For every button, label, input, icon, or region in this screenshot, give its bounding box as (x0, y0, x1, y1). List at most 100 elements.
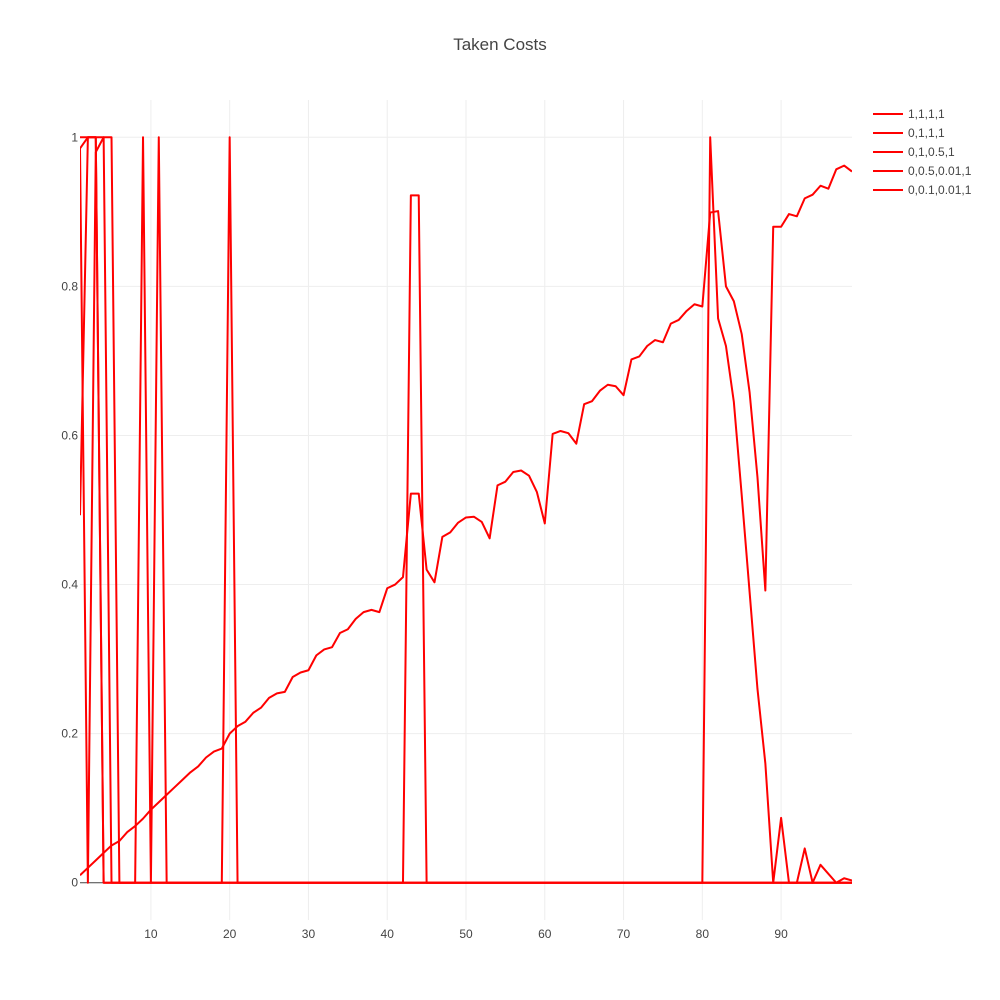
data-point (142, 882, 144, 884)
legend-item[interactable]: 0,1,0.5,1 (873, 145, 955, 159)
data-point (370, 882, 372, 884)
data-point (583, 882, 585, 884)
data-point (788, 213, 790, 215)
data-point (741, 494, 743, 496)
data-point (520, 469, 522, 471)
data-point (228, 732, 230, 734)
data-point (433, 581, 435, 583)
data-point (228, 136, 230, 138)
data-point (276, 692, 278, 694)
data-point (670, 882, 672, 884)
data-point (677, 319, 679, 321)
data-point (756, 688, 758, 690)
data-point (87, 882, 89, 884)
data-point (741, 333, 743, 335)
data-point (756, 882, 758, 884)
data-point (796, 882, 798, 884)
data-point (205, 756, 207, 758)
data-point (355, 882, 357, 884)
data-point (764, 882, 766, 884)
data-point (748, 391, 750, 393)
data-point (638, 355, 640, 357)
data-point (843, 877, 845, 879)
data-point (567, 882, 569, 884)
data-point (473, 882, 475, 884)
data-point (780, 882, 782, 884)
data-point (457, 882, 459, 884)
data-point (835, 168, 837, 170)
data-point (102, 882, 104, 884)
data-point (465, 516, 467, 518)
data-point (150, 882, 152, 884)
data-point (646, 882, 648, 884)
data-point (804, 847, 806, 849)
data-point (473, 516, 475, 518)
data-point (315, 654, 317, 656)
data-point (95, 136, 97, 138)
data-point (441, 536, 443, 538)
data-point (449, 531, 451, 533)
data-point (575, 882, 577, 884)
y-tick-label: 0.2 (61, 727, 78, 741)
data-point (725, 285, 727, 287)
data-point (701, 882, 703, 884)
data-point (323, 648, 325, 650)
data-point (717, 882, 719, 884)
data-point (551, 882, 553, 884)
series-line (80, 136, 852, 884)
data-point (796, 215, 798, 217)
data-point (496, 882, 498, 884)
data-point (741, 882, 743, 884)
data-point (181, 882, 183, 884)
chart-title: Taken Costs (453, 35, 547, 54)
data-point (347, 628, 349, 630)
data-point (291, 882, 293, 884)
y-tick-label: 0.8 (61, 279, 78, 293)
legend-item[interactable]: 0,1,1,1 (873, 126, 945, 140)
data-point (197, 882, 199, 884)
data-point (402, 882, 404, 884)
data-point (630, 358, 632, 360)
data-point (622, 882, 624, 884)
data-point (685, 310, 687, 312)
data-point (819, 864, 821, 866)
legend-label: 1,1,1,1 (908, 107, 945, 121)
data-point (418, 882, 420, 884)
legend-label: 0,1,1,1 (908, 126, 945, 140)
data-point (457, 521, 459, 523)
series-5 (80, 136, 852, 884)
data-point (244, 882, 246, 884)
data-point (418, 492, 420, 494)
data-point (102, 136, 104, 138)
legend-item[interactable]: 1,1,1,1 (873, 107, 945, 121)
data-point (441, 882, 443, 884)
data-point (252, 882, 254, 884)
data-point (583, 403, 585, 405)
legend-label: 0,1,0.5,1 (908, 145, 955, 159)
data-point (536, 882, 538, 884)
legend-item[interactable]: 0,0.5,0.01,1 (873, 164, 972, 178)
data-point (536, 491, 538, 493)
x-tick-label: 10 (144, 927, 158, 941)
data-point (418, 194, 420, 196)
data-point (504, 480, 506, 482)
legend-item[interactable]: 0,0.1,0.01,1 (873, 183, 972, 197)
data-point (386, 587, 388, 589)
data-point (520, 882, 522, 884)
data-point (481, 521, 483, 523)
y-tick-label: 1 (71, 130, 78, 144)
data-point (410, 882, 412, 884)
data-point (331, 882, 333, 884)
data-point (559, 882, 561, 884)
x-tick-label: 40 (381, 927, 395, 941)
data-point (512, 882, 514, 884)
data-point (670, 322, 672, 324)
data-point (607, 384, 609, 386)
legend[interactable]: 1,1,1,1 0,1,1,1 0,1,0.5,1 0,0.5,0.01,1 0,0.1… (873, 107, 972, 197)
data-point (614, 385, 616, 387)
data-point (410, 492, 412, 494)
data-point (835, 882, 837, 884)
data-point (315, 882, 317, 884)
data-point (827, 873, 829, 875)
data-point (244, 721, 246, 723)
